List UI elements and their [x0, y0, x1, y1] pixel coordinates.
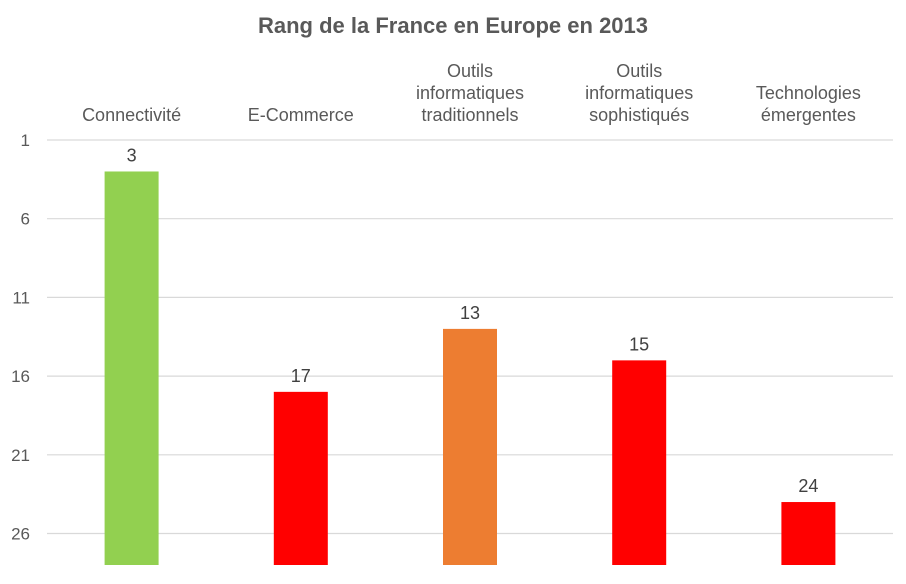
data-label: 17: [291, 366, 311, 386]
category-label-line: E-Commerce: [248, 105, 354, 125]
category-label: Outils informatiques traditionnels: [416, 61, 524, 125]
data-label: 15: [629, 334, 649, 354]
category-label-line: Outils: [447, 61, 493, 81]
y-tick-label: 6: [21, 210, 30, 229]
bar: [781, 502, 836, 565]
category-label-line: informatiques: [585, 83, 693, 103]
bar: [443, 328, 497, 565]
data-label: 13: [460, 303, 480, 323]
category-label: E-Commerce: [248, 105, 354, 125]
chart-title: Rang de la France en Europe en 2013: [258, 13, 648, 38]
category-label: Outils informatiques sophistiqués: [585, 61, 693, 125]
y-tick-label: 26: [11, 525, 30, 544]
data-label: 3: [127, 145, 137, 165]
category-label-line: sophistiqués: [589, 105, 689, 125]
bars: [104, 171, 836, 565]
category-label: Technologies émergentes: [756, 83, 861, 125]
y-tick-label: 21: [11, 446, 30, 465]
category-label-line: émergentes: [761, 105, 856, 125]
y-tick-label: 16: [11, 367, 30, 386]
bar: [612, 360, 667, 565]
category-label-line: Technologies: [756, 83, 861, 103]
category-label: Connectivité: [82, 105, 181, 125]
bar: [273, 391, 328, 565]
category-label-line: Connectivité: [82, 105, 181, 125]
data-labels: 3 17 13 15 24: [127, 145, 819, 496]
data-label: 24: [798, 476, 818, 496]
bar: [104, 171, 159, 565]
category-label-line: traditionnels: [421, 105, 518, 125]
y-tick-label: 1: [21, 131, 30, 150]
category-label-line: informatiques: [416, 83, 524, 103]
y-tick-label: 11: [12, 288, 30, 307]
category-label-line: Outils: [616, 61, 662, 81]
